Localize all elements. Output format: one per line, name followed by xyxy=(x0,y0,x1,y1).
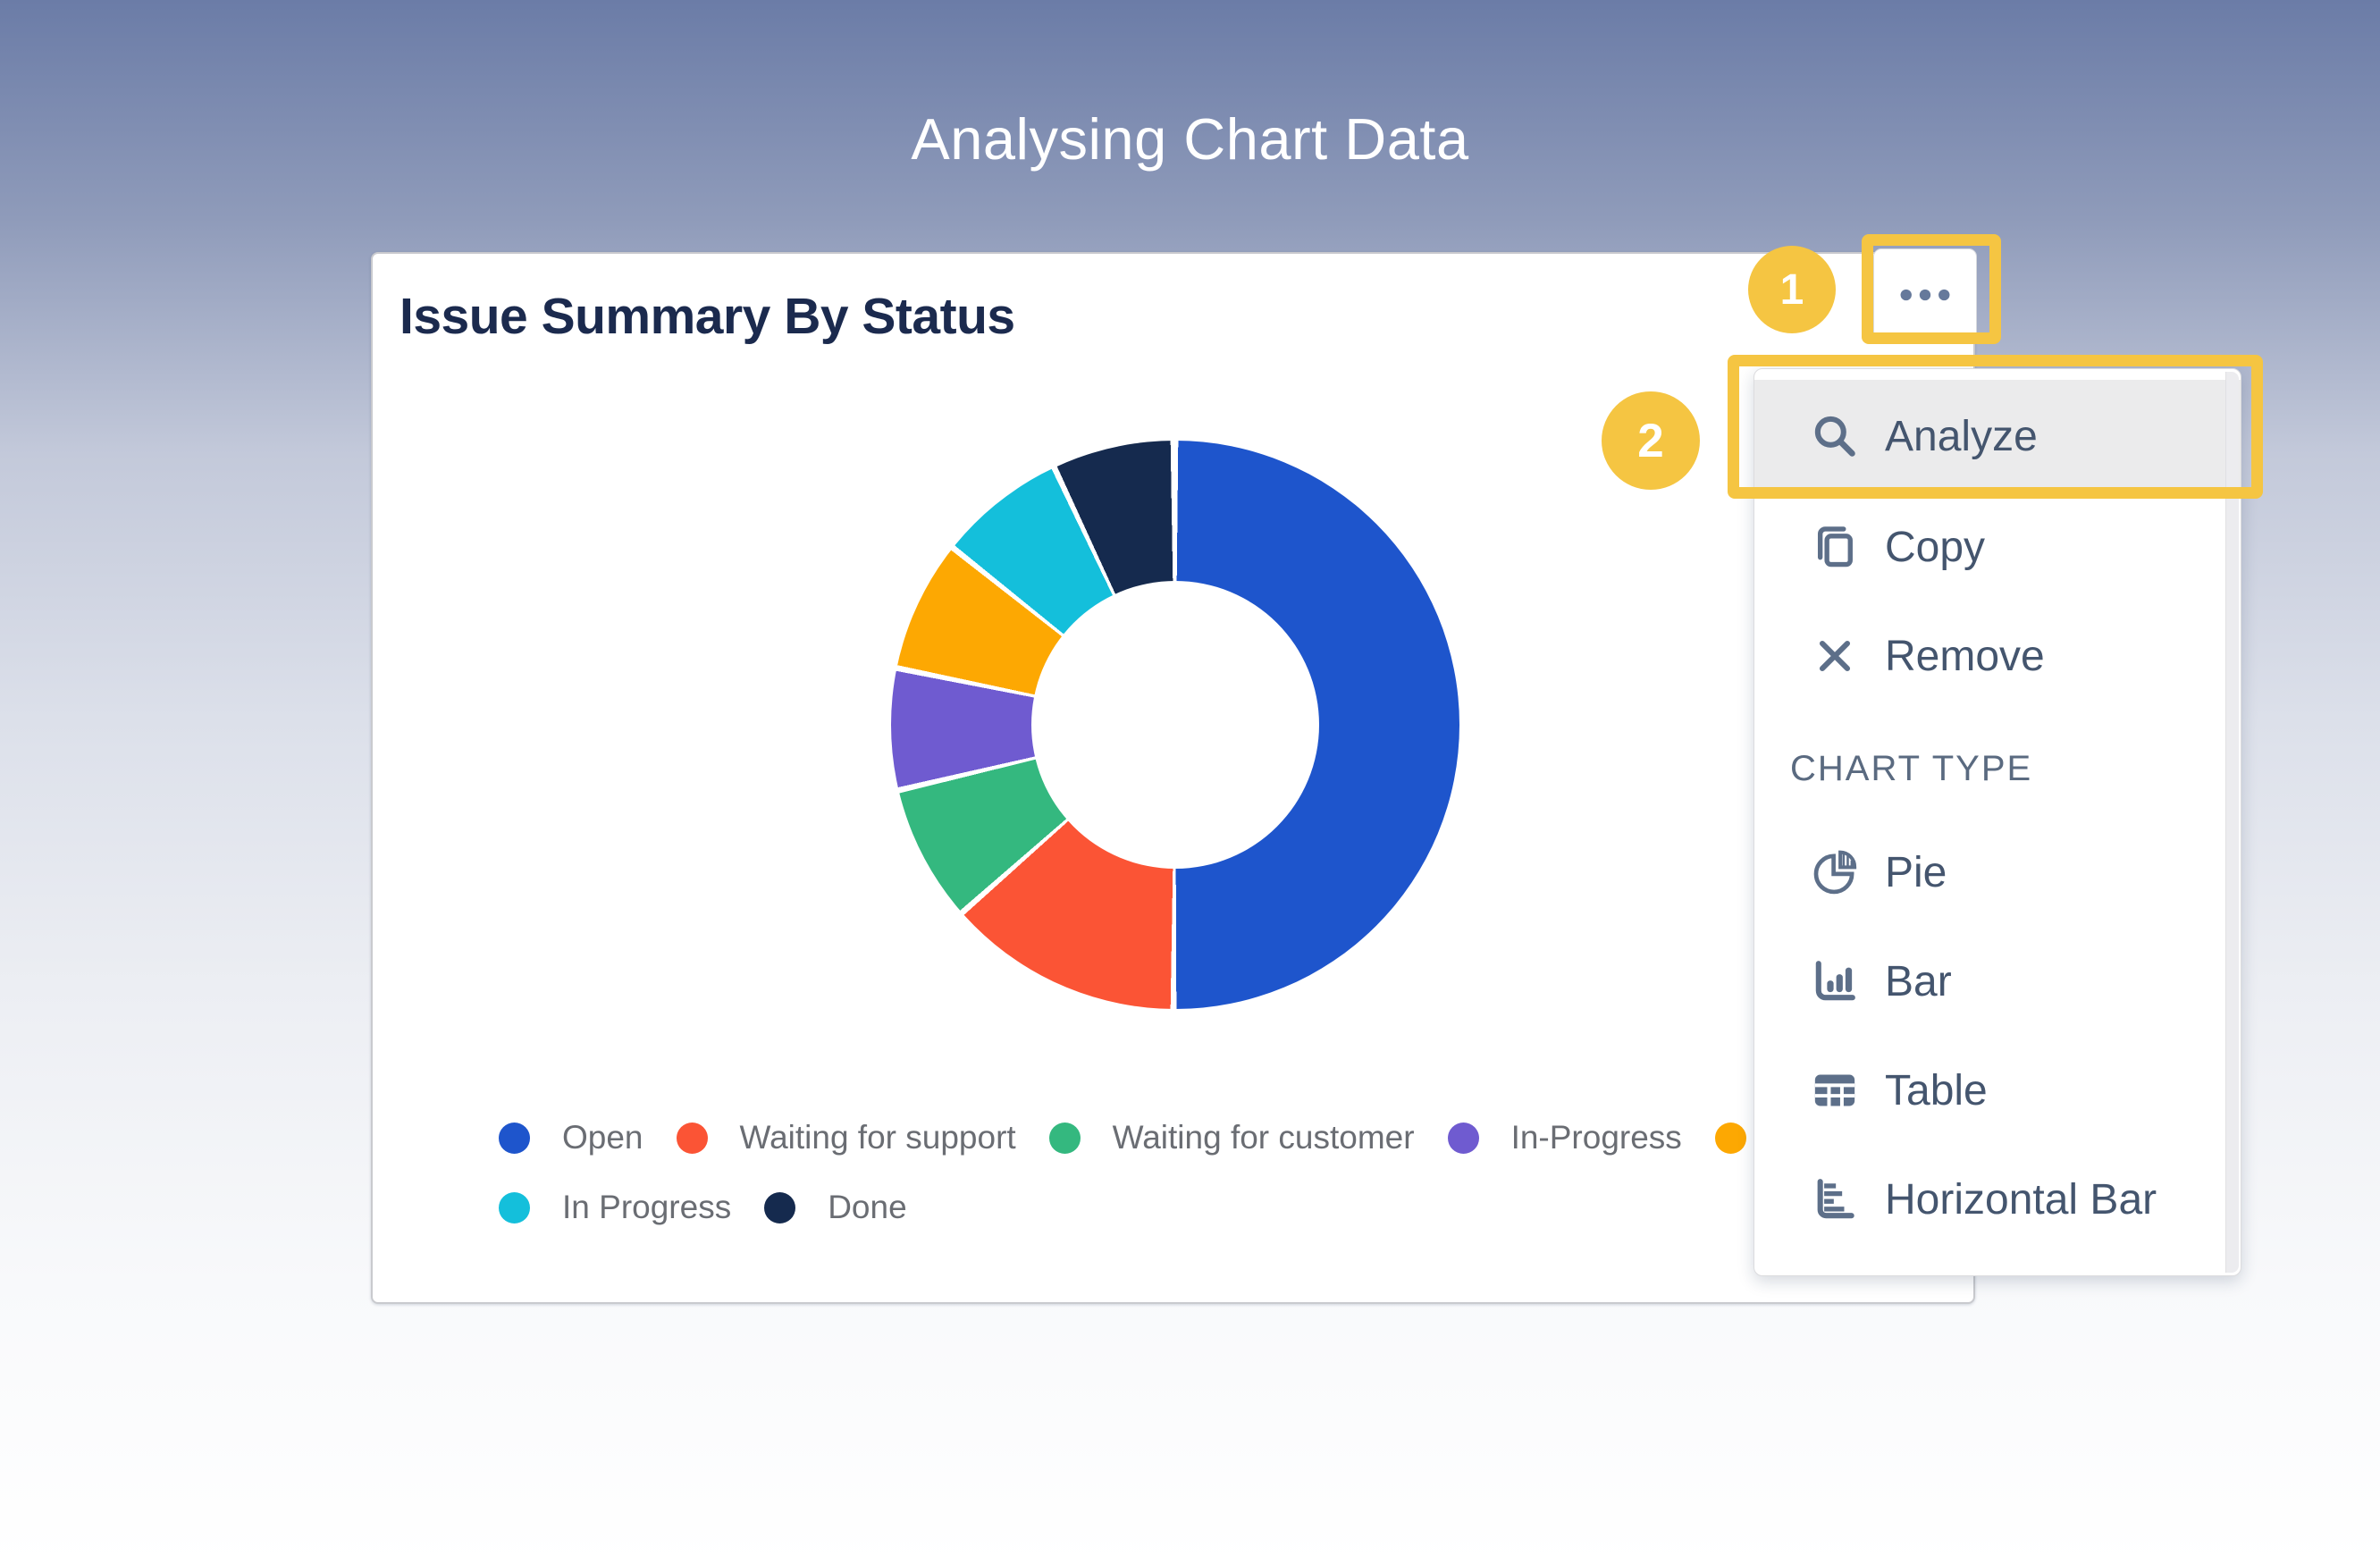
menu-item-pie[interactable]: Pie xyxy=(1754,818,2241,927)
pie-icon xyxy=(1810,847,1860,897)
donut-chart[interactable] xyxy=(891,441,1459,1009)
menu-item-label: Horizontal Bar xyxy=(1885,1175,2157,1223)
menu-item-analyze[interactable]: Analyze xyxy=(1754,380,2241,492)
menu-item-label: Copy xyxy=(1885,523,1986,571)
menu-item-label: Analyze xyxy=(1885,412,2038,460)
legend-label: Waiting for support xyxy=(739,1119,1016,1156)
menu-item-label: Remove xyxy=(1885,632,2045,680)
ellipsis-icon xyxy=(1899,284,1951,306)
menu-item-copy[interactable]: Copy xyxy=(1754,492,2241,601)
annotation-step-badge-1: 1 xyxy=(1748,246,1836,333)
legend-label: Open xyxy=(562,1119,643,1156)
menu-item-table[interactable]: Table xyxy=(1754,1036,2241,1145)
legend-label: In Progress xyxy=(562,1189,732,1225)
menu-item-label: Pie xyxy=(1885,848,1947,896)
search-icon xyxy=(1810,411,1860,461)
legend-item-waiting-for-support[interactable]: Waiting for support xyxy=(676,1119,1016,1156)
legend-item-in-progress[interactable]: In-Progress xyxy=(1447,1119,1682,1156)
menu-chart-type-group: Pie Bar Table Horizontal Bar xyxy=(1754,818,2241,1254)
legend-item-done[interactable]: Done xyxy=(764,1189,907,1226)
hbar-icon xyxy=(1810,1174,1860,1224)
menu-item-label: Bar xyxy=(1885,957,1952,1005)
legend-dot xyxy=(676,1122,708,1154)
x-icon xyxy=(1810,631,1860,681)
widget-dropdown-menu: Analyze Copy Remove CHART TYPE Pie Bar Table… xyxy=(1753,368,2241,1276)
legend-dot xyxy=(499,1122,530,1154)
legend-item-in-progress[interactable]: In Progress xyxy=(499,1189,731,1226)
bar-icon xyxy=(1810,956,1860,1006)
copy-icon xyxy=(1810,522,1860,572)
widget-title: Issue Summary By Status xyxy=(399,288,1015,345)
legend-label: In-Progress xyxy=(1510,1119,1682,1156)
annotation-step-badge-2: 2 xyxy=(1602,391,1700,490)
widget-more-options-button[interactable] xyxy=(1873,248,1977,341)
menu-item-horizontal-bar[interactable]: Horizontal Bar xyxy=(1754,1145,2241,1254)
legend-label: Waiting for customer xyxy=(1112,1119,1415,1156)
menu-item-bar[interactable]: Bar xyxy=(1754,927,2241,1036)
table-icon xyxy=(1810,1065,1860,1115)
menu-actions-group: Analyze Copy Remove xyxy=(1754,380,2241,711)
menu-section-header: CHART TYPE xyxy=(1790,748,2033,788)
legend-dot xyxy=(1714,1122,1746,1154)
legend-item-unlabeled[interactable] xyxy=(1714,1122,1746,1154)
legend-dot xyxy=(764,1191,796,1223)
legend-item-waiting-for-customer[interactable]: Waiting for customer xyxy=(1048,1119,1415,1156)
donut-hole xyxy=(1031,581,1319,869)
chart-legend-row-2: In Progress Done xyxy=(499,1189,907,1226)
menu-scrollbar[interactable] xyxy=(2225,372,2239,1273)
legend-dot xyxy=(1048,1122,1081,1154)
menu-item-label: Table xyxy=(1885,1066,1988,1114)
page-title: Analysing Chart Data xyxy=(911,106,1469,172)
chart-legend-row-1: Open Waiting for support Waiting for custo… xyxy=(499,1119,1746,1156)
legend-dot xyxy=(499,1191,530,1223)
menu-item-remove[interactable]: Remove xyxy=(1754,601,2241,711)
legend-item-open[interactable]: Open xyxy=(499,1119,643,1156)
legend-dot xyxy=(1447,1122,1479,1154)
legend-label: Done xyxy=(828,1189,907,1225)
